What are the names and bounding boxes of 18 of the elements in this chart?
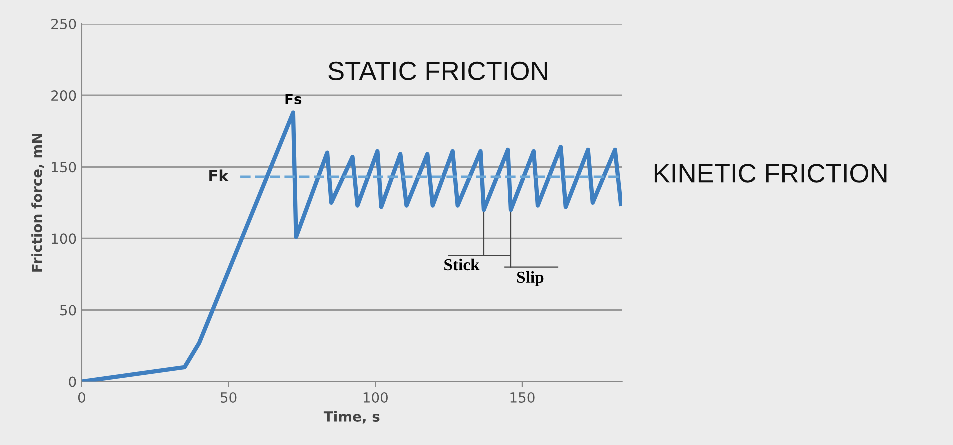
y-tick-label: 100: [52, 234, 76, 244]
x-tick-label: 0: [78, 392, 86, 403]
annotation: STATIC FRICTION: [328, 62, 548, 81]
annotation: Slip: [517, 271, 544, 286]
series-label: Fk: [210, 170, 230, 182]
x-tick-label: 50: [221, 392, 237, 403]
text: KINETIC FRICTION: [654, 164, 887, 183]
y-tick-label: 200: [52, 90, 76, 102]
y-tick-label: 250: [52, 19, 76, 30]
annotation: Fs: [286, 94, 302, 105]
x-tick-label: 100: [364, 392, 388, 403]
y-tick-label: 50: [60, 305, 76, 316]
x-tick-label: 150: [510, 392, 535, 403]
y-tick-label: 150: [52, 162, 76, 173]
x-axis-title: Time, s: [324, 411, 380, 424]
y-tick-label: 0: [69, 376, 76, 388]
y-axis-title: Friction force, mN: [32, 134, 44, 272]
annotation: Stick: [444, 258, 480, 271]
